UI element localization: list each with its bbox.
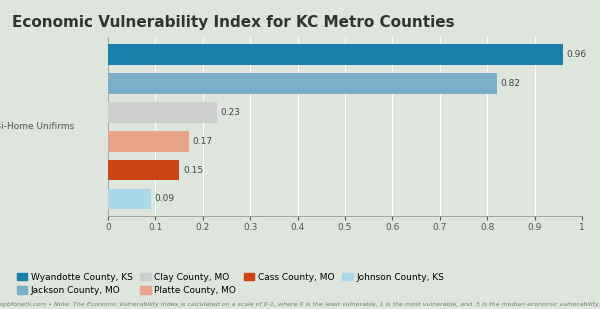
- Bar: [108, 131, 188, 151]
- Text: epbfonetli.com • Note: The Economic Vulnerability Index is calculated on a scale: epbfonetli.com • Note: The Economic Vuln…: [0, 303, 600, 307]
- Text: Economic Vulnerability Index for KC Metro Counties: Economic Vulnerability Index for KC Metr…: [12, 15, 455, 31]
- Text: 0.09: 0.09: [154, 194, 175, 203]
- Bar: [108, 188, 151, 210]
- Text: 0.23: 0.23: [221, 108, 241, 117]
- Text: 0.96: 0.96: [567, 50, 587, 59]
- Text: 0.82: 0.82: [500, 79, 520, 88]
- Text: 0.17: 0.17: [193, 137, 212, 146]
- Bar: [108, 160, 179, 180]
- Legend: Wyandotte County, KS, Jackson County, MO, Clay County, MO, Platte County, MO, Ca: Wyandotte County, KS, Jackson County, MO…: [17, 273, 444, 295]
- Text: Bi-Home Unifirms: Bi-Home Unifirms: [0, 122, 74, 131]
- Bar: [108, 102, 217, 123]
- Text: 0.15: 0.15: [183, 166, 203, 175]
- Bar: [108, 73, 497, 94]
- Bar: [108, 44, 563, 65]
